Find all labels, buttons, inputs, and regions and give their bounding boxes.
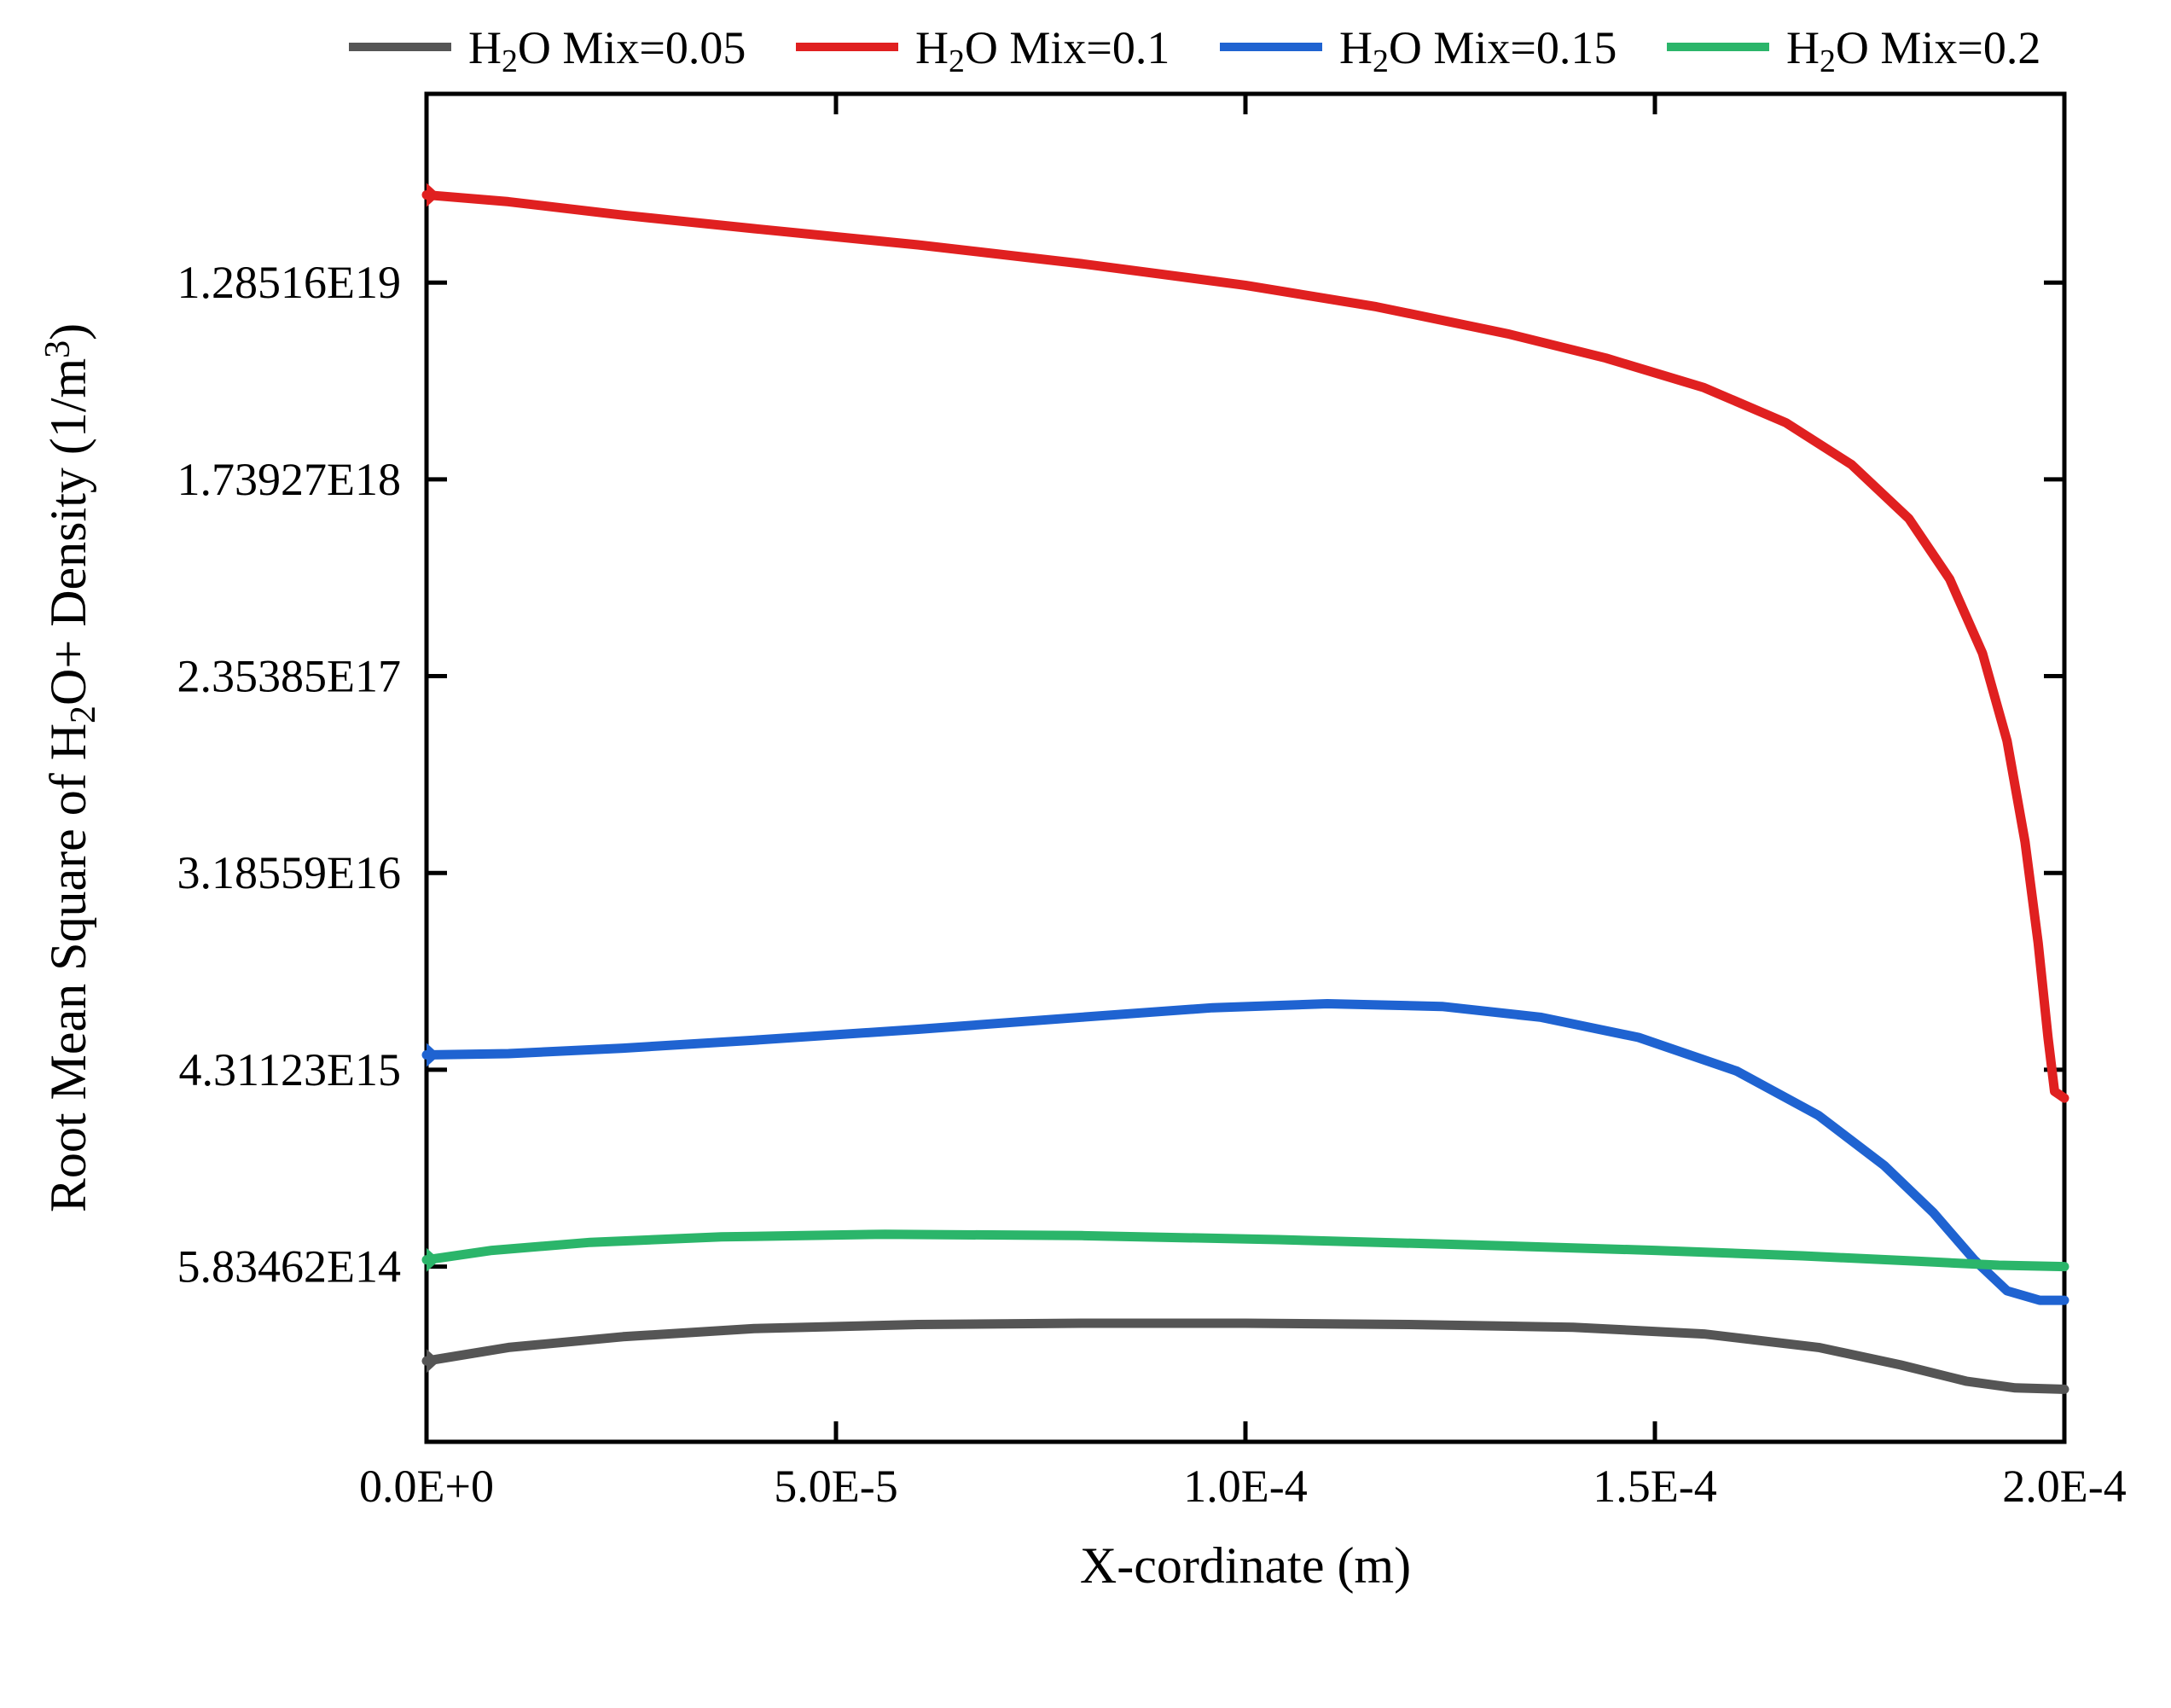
series-start-marker-s15: [427, 1043, 439, 1067]
legend-label-s05: H2O Mix=0.05: [468, 22, 746, 79]
y-tick-label: 2.35385E17: [177, 651, 402, 702]
line-chart: 0.0E+0 5.0E-5 1.0E-4 1.5E-4 2.0E-4 X-cordinat…: [0, 0, 2171, 1708]
legend-label-s15: H2O Mix=0.15: [1339, 22, 1617, 79]
legend-label-s10: H2O Mix=0.1: [915, 22, 1170, 79]
x-tick-label: 2.0E-4: [2002, 1461, 2126, 1512]
series-s10: [427, 195, 2064, 1099]
series-start-marker-s10: [427, 183, 439, 207]
x-tick-label: 1.0E-4: [1183, 1461, 1307, 1512]
x-tick-label: 1.5E-4: [1593, 1461, 1716, 1512]
x-tick-label: 0.0E+0: [359, 1461, 494, 1512]
y-tick-label: 5.83462E14: [177, 1241, 402, 1293]
svg-text:Root Mean Square of H2O+ Densi: Root Mean Square of H2O+ Density (1/m3): [38, 323, 102, 1212]
x-tick-label: 5.0E-5: [774, 1461, 897, 1512]
y-tick-label: 4.31123E15: [179, 1044, 401, 1095]
x-axis-title: X-cordinate (m): [1080, 1537, 1411, 1594]
y-tick-label: 1.73927E18: [177, 454, 402, 505]
chart-container: { "chart": { "type": "line", "width_px":…: [0, 0, 2171, 1708]
y-axis-title: Root Mean Square of H2O+ Density (1/m3): [38, 323, 102, 1212]
series-start-marker-s05: [427, 1349, 439, 1373]
y-tick-label: 3.18559E16: [177, 847, 402, 898]
series-s05: [427, 1323, 2064, 1389]
series-s20: [427, 1235, 2064, 1267]
legend-label-s20: H2O Mix=0.2: [1786, 22, 2040, 79]
y-tick-label: 1.28516E19: [177, 257, 402, 308]
